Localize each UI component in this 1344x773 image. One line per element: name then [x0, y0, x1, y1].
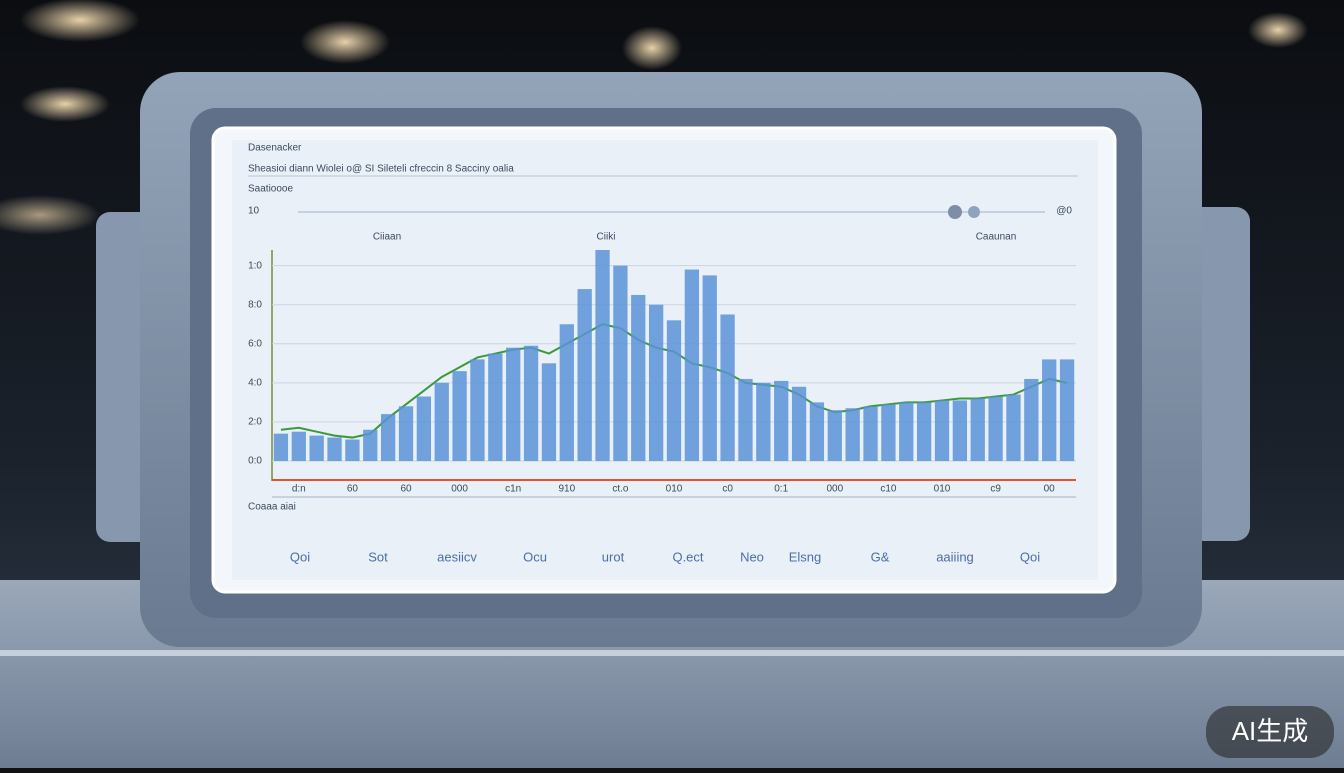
bar — [738, 378, 753, 461]
bar — [631, 294, 646, 461]
bar — [291, 431, 306, 461]
x-tick-label: ct.o — [612, 484, 629, 495]
y-tick-label: 0:0 — [248, 456, 262, 467]
bar — [416, 396, 432, 461]
nav-item[interactable]: Sot — [368, 549, 388, 564]
footer-label: Coaaa aiai — [248, 502, 296, 513]
bar — [916, 402, 932, 461]
bar — [648, 304, 664, 461]
bar — [774, 380, 789, 461]
nav-item[interactable]: Qoi — [290, 549, 310, 564]
slider-knob[interactable] — [968, 206, 980, 218]
bar — [398, 406, 414, 461]
bar — [309, 435, 324, 461]
badge-bg — [1206, 706, 1334, 758]
nav-item[interactable]: urot — [602, 549, 625, 564]
x-tick-label: 000 — [451, 484, 468, 495]
screen-panel — [232, 140, 1098, 580]
nav-item[interactable]: Q.ect — [672, 549, 703, 564]
bar — [273, 433, 289, 461]
nav-item[interactable]: Ocu — [523, 549, 547, 564]
bar — [327, 437, 342, 461]
bar — [380, 414, 396, 461]
bar — [845, 408, 860, 461]
table-edge — [0, 650, 1344, 656]
x-tick-label: 910 — [558, 484, 575, 495]
bar — [666, 320, 682, 461]
bar — [1006, 394, 1021, 461]
bar — [363, 429, 378, 461]
bar — [559, 324, 574, 461]
y-tick-label: 2:0 — [248, 417, 262, 428]
bar — [1059, 359, 1075, 461]
bar — [934, 400, 950, 461]
screen-title: Dasenacker — [248, 143, 302, 154]
nav-item[interactable]: G& — [871, 549, 890, 564]
nav-bar: Qoi Sot aesiicv Ocu urot Q.ect Neo Elsng… — [290, 549, 1040, 564]
bar — [488, 353, 503, 461]
x-tick-label: c1n — [505, 484, 521, 495]
x-tick-label: 00 — [1044, 484, 1056, 495]
slider-value: @0 — [1056, 206, 1072, 217]
bar — [452, 371, 467, 461]
lights — [0, 0, 1308, 235]
x-tick-label: c0 — [722, 484, 733, 495]
bar — [523, 345, 539, 461]
bar — [881, 404, 896, 461]
bar — [541, 363, 557, 461]
bar — [1042, 359, 1057, 461]
bar — [595, 250, 610, 461]
nav-item[interactable]: Elsng — [789, 549, 822, 564]
slider-label: 10 — [248, 206, 260, 217]
column-header: Ciiki — [597, 232, 616, 243]
nav-item[interactable]: aaiiing — [936, 549, 974, 564]
screen-subtitle: Sheasioi diann Wiolei o@ SI Sileteli cfr… — [248, 164, 514, 175]
bar — [345, 439, 360, 461]
x-tick-label: 000 — [826, 484, 843, 495]
bar — [809, 402, 825, 461]
y-tick-label: 8:0 — [248, 299, 262, 310]
bar — [1024, 378, 1039, 461]
nav-item[interactable]: Qoi — [1020, 549, 1040, 564]
chart: 0:0 2:0 4:0 6:0 8:0 1:0 d:n 60 60 000 c1n 910 ct.o 01… — [248, 250, 1076, 495]
badge: AI生成 — [1232, 716, 1309, 746]
bar — [506, 347, 521, 461]
bar — [827, 410, 842, 461]
bar — [970, 398, 985, 461]
bar — [791, 386, 807, 461]
section-label: Saatioooe — [248, 184, 293, 195]
bar — [756, 382, 771, 461]
x-tick-label: d:n — [292, 484, 306, 495]
x-tick-label: c9 — [990, 484, 1001, 495]
x-tick-label: 60 — [400, 484, 412, 495]
bar — [899, 402, 914, 461]
bar — [863, 406, 878, 461]
y-tick-label: 1:0 — [248, 260, 262, 271]
column-header: Caaunan — [976, 232, 1017, 243]
y-tick-label: 6:0 — [248, 338, 262, 349]
bar — [434, 382, 449, 461]
nav-item[interactable]: aesiicv — [437, 549, 477, 564]
bar — [470, 359, 485, 461]
slider-knob[interactable] — [948, 205, 962, 219]
x-tick-label: 0:1 — [774, 484, 788, 495]
bar — [577, 289, 592, 461]
x-tick-label: 010 — [666, 484, 683, 495]
bar — [702, 275, 717, 461]
bar — [613, 265, 628, 461]
bar — [720, 314, 735, 461]
column-header: Ciiaan — [373, 232, 401, 243]
x-tick-label: c10 — [880, 484, 897, 495]
x-tick-label: 010 — [934, 484, 951, 495]
nav-item[interactable]: Neo — [740, 549, 764, 564]
bar — [988, 396, 1003, 461]
x-tick-label: 60 — [347, 484, 359, 495]
bar — [952, 400, 968, 461]
bar — [684, 269, 700, 461]
y-tick-label: 4:0 — [248, 377, 262, 388]
